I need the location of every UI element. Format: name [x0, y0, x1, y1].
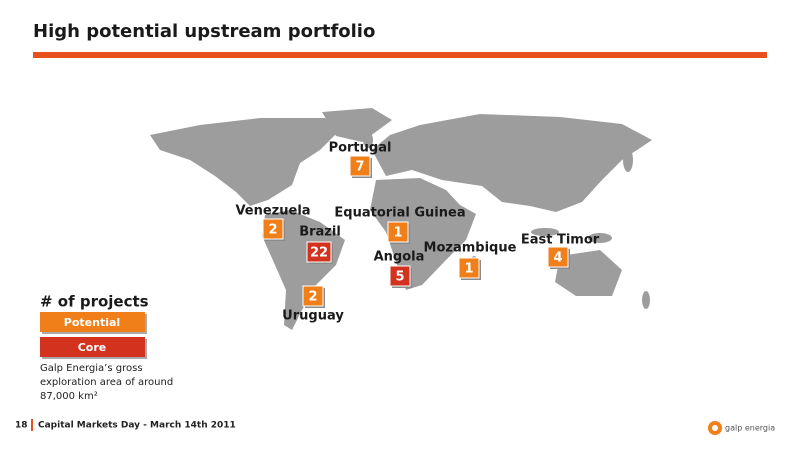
japan	[623, 148, 633, 172]
project-count: 1	[464, 262, 473, 277]
project-count: 1	[393, 226, 402, 241]
logo-text: galp energia	[725, 424, 775, 433]
country-label: Venezuela	[235, 204, 310, 219]
note-line: Galp Energia’s gross	[40, 363, 143, 374]
country-label: Mozambique	[424, 241, 517, 256]
north-america	[150, 118, 340, 206]
country-label: East Timor	[521, 233, 600, 248]
new-guinea	[588, 233, 612, 243]
country-label: Angola	[374, 250, 425, 265]
project-box	[458, 257, 480, 279]
project-box	[262, 218, 284, 240]
africa	[370, 178, 476, 290]
greenland	[322, 108, 392, 142]
project-count: 22	[310, 246, 328, 261]
indonesia	[531, 228, 559, 236]
british-isles	[363, 132, 373, 148]
page-number: 18	[15, 421, 28, 431]
legend-swatch	[40, 312, 145, 332]
legend-label: Potential	[64, 316, 120, 329]
project-count: 5	[395, 270, 404, 285]
project-box	[547, 246, 569, 268]
footer-separator	[31, 419, 33, 431]
note-line: 87,000 km²	[40, 391, 98, 402]
legend: Potential Core	[40, 312, 147, 359]
legend-swatch	[40, 337, 145, 357]
project-box	[387, 221, 409, 243]
project-markers: 7 Portugal 2 Venezuela 22 Brazil 1 Equatorial G…	[235, 141, 599, 324]
footer-text: Capital Markets Day - March 14th 2011	[38, 421, 236, 431]
country-label: Equatorial Guinea	[334, 206, 465, 221]
project-count: 7	[355, 160, 364, 175]
title-rule	[33, 52, 767, 58]
logo-mark-inner	[712, 425, 718, 431]
note-line: exploration area of around	[40, 377, 173, 388]
project-box	[349, 155, 371, 177]
project-box	[389, 265, 411, 287]
legend-title: # of projects	[40, 293, 149, 311]
eurasia	[372, 114, 652, 212]
project-box	[302, 285, 324, 307]
project-count: 2	[268, 223, 277, 238]
new-zealand	[642, 291, 650, 309]
country-label: Uruguay	[282, 309, 344, 324]
project-count: 4	[553, 251, 562, 266]
world-map	[150, 108, 652, 330]
slide-title: High potential upstream portfolio	[33, 21, 375, 42]
project-box	[306, 241, 332, 263]
country-label: Portugal	[329, 141, 392, 156]
australia	[555, 250, 622, 296]
project-count: 2	[308, 290, 317, 305]
country-label: Brazil	[299, 225, 341, 240]
legend-label: Core	[78, 341, 107, 354]
